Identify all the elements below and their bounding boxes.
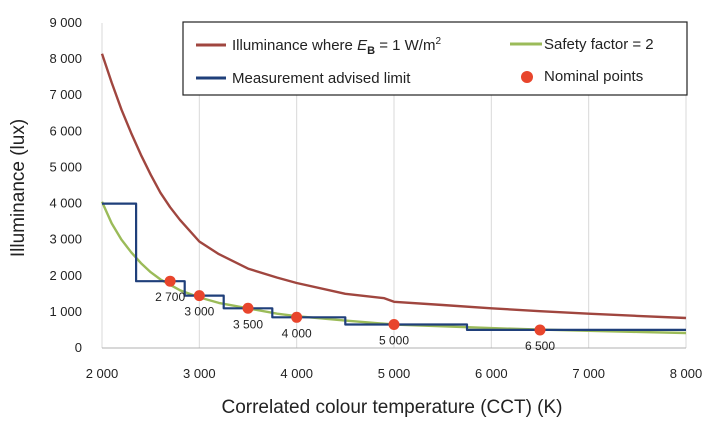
y-tick-label: 0 bbox=[75, 340, 82, 355]
nominal-point-label: 5 000 bbox=[379, 334, 409, 348]
y-tick-label: 1 000 bbox=[49, 304, 82, 319]
y-tick-label: 5 000 bbox=[49, 159, 82, 174]
nominal-point-label: 6 500 bbox=[525, 339, 555, 353]
x-tick-labels: 2 000 3 000 4 000 5 000 6 000 7 000 8 000 bbox=[86, 366, 703, 381]
y-tick-label: 3 000 bbox=[49, 232, 82, 247]
nominal-point bbox=[388, 319, 400, 331]
nominal-point bbox=[193, 290, 205, 302]
x-tick-label: 6 000 bbox=[475, 366, 508, 381]
legend-label-safety-factor: Safety factor = 2 bbox=[544, 36, 654, 53]
legend-label-advised-limit: Measurement advised limit bbox=[232, 70, 411, 87]
y-tick-labels: 0 1 000 2 000 3 000 4 000 5 000 6 000 7 000 8 00… bbox=[49, 15, 82, 355]
nominal-point bbox=[164, 275, 176, 287]
x-axis-title: Correlated colour temperature (CCT) (K) bbox=[221, 397, 562, 418]
y-axis-title: Illuminance (lux) bbox=[8, 119, 29, 257]
nominal-point bbox=[291, 311, 303, 323]
nominal-point bbox=[534, 324, 546, 336]
y-tick-label: 7 000 bbox=[49, 87, 82, 102]
nominal-point-label: 2 700 bbox=[155, 290, 185, 304]
nominal-point-label: 4 000 bbox=[282, 326, 312, 340]
x-tick-label: 7 000 bbox=[572, 366, 605, 381]
y-tick-label: 2 000 bbox=[49, 268, 82, 283]
legend-box bbox=[182, 21, 688, 96]
y-tick-label: 9 000 bbox=[49, 15, 82, 30]
legend-label-illuminance: Illuminance where EB = 1 W/m2 bbox=[232, 36, 441, 57]
y-tick-label: 8 000 bbox=[49, 51, 82, 66]
x-tick-label: 5 000 bbox=[378, 366, 411, 381]
y-tick-label: 4 000 bbox=[49, 196, 82, 211]
legend-label-nominal-points: Nominal points bbox=[544, 68, 643, 85]
nominal-point-label: 3 500 bbox=[233, 317, 263, 331]
x-tick-label: 4 000 bbox=[280, 366, 313, 381]
x-tick-label: 2 000 bbox=[86, 366, 119, 381]
y-tick-label: 6 000 bbox=[49, 123, 82, 138]
legend-swatch-nominal-points bbox=[521, 71, 533, 83]
nominal-point bbox=[242, 302, 254, 314]
nominal-point-label: 3 000 bbox=[184, 305, 214, 319]
legend: Illuminance where EB = 1 W/m2 Safety fac… bbox=[182, 21, 688, 96]
x-tick-label: 8 000 bbox=[670, 366, 703, 381]
series-illuminance-line bbox=[100, 53, 687, 320]
x-tick-label: 3 000 bbox=[183, 366, 216, 381]
